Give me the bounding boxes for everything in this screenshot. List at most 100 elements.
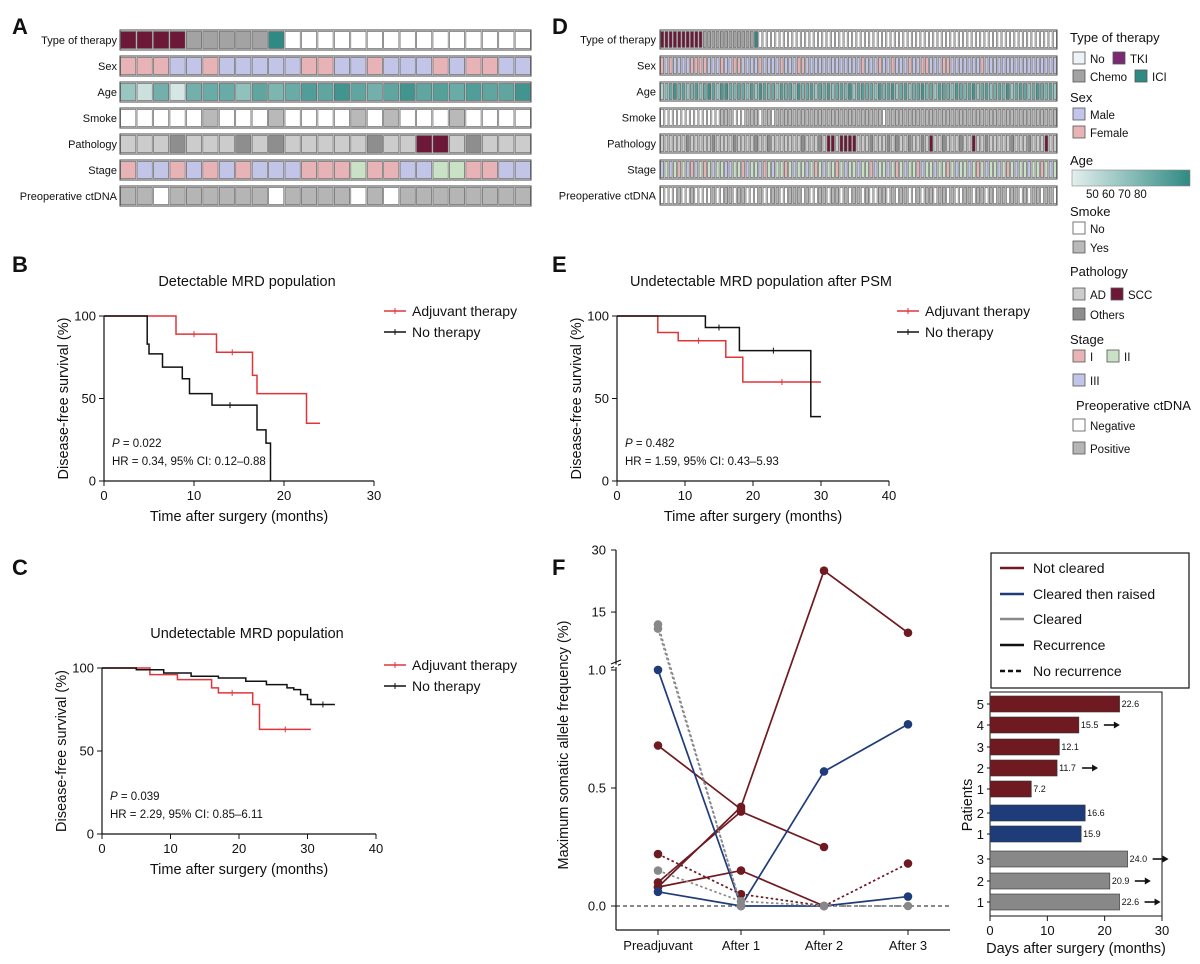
heatmap-d-cell <box>771 57 776 74</box>
km-y-tick-label: 100 <box>72 661 94 676</box>
heatmap-d-cell <box>954 83 959 100</box>
legend-stage-ii: II <box>1124 352 1130 364</box>
heatmap-d-cell <box>959 57 963 74</box>
heatmap-d-cell <box>677 31 682 48</box>
heatmap-d-cell <box>698 161 703 178</box>
heatmap-d-cell <box>843 83 848 100</box>
heatmap-d-cell <box>809 135 814 152</box>
f-y-tick-label: 30 <box>592 543 606 558</box>
heatmap-d-cell <box>916 31 921 48</box>
heatmap-d-cell <box>963 109 968 126</box>
heatmap-d-cell <box>762 31 767 48</box>
heatmap-d-cell <box>801 161 805 178</box>
heatmap-d-cell <box>843 31 848 48</box>
heatmap-d-cell <box>941 135 946 152</box>
heatmap-d-cell <box>720 109 724 126</box>
heatmap-d-cell <box>860 83 865 100</box>
heatmap-d-cell <box>1001 135 1006 152</box>
heatmap-a-cell <box>301 109 318 127</box>
heatmap-d-cell <box>988 83 993 100</box>
heatmap-d-cell <box>1010 161 1015 178</box>
heatmap-d-cell <box>771 31 776 48</box>
heatmap-d-cell <box>728 109 733 126</box>
heatmap-d-cell <box>698 187 703 204</box>
heatmap-d-cell <box>801 187 805 204</box>
heatmap-d-cell <box>1044 109 1049 126</box>
heatmap-d-cell <box>818 109 822 126</box>
heatmap-d-cell <box>788 187 793 204</box>
heatmap-d-cell <box>1010 135 1015 152</box>
heatmap-d-cell <box>1048 187 1053 204</box>
heatmap-a-cell <box>432 135 449 153</box>
heatmap-a-cell <box>481 187 498 205</box>
heatmap-d-cell <box>801 109 805 126</box>
heatmap-d-cell <box>963 83 968 100</box>
km-legend-no-therapy: No therapy <box>412 324 480 340</box>
heatmap-d-cell <box>749 161 754 178</box>
heatmap-d-cell <box>741 109 746 126</box>
heatmap-d-cell <box>933 31 938 48</box>
heatmap-d-cell <box>843 57 848 74</box>
legend-therapy-ici: ICI <box>1152 72 1167 84</box>
heatmap-d-cell <box>1048 57 1053 74</box>
heatmap-d-cell <box>1014 161 1019 178</box>
heatmap-d-cell <box>937 187 942 204</box>
heatmap-d-cell <box>826 135 831 152</box>
heatmap-d-cell <box>707 109 711 126</box>
heatmap-a-cell <box>432 31 449 49</box>
heatmap-d-cell <box>720 135 724 152</box>
heatmap-d-cell <box>801 31 805 48</box>
heatmap-d-cell <box>1040 109 1044 126</box>
heatmap-a-cell <box>481 109 498 127</box>
heatmap-d-cell <box>835 31 840 48</box>
panel-letter-e: E <box>552 252 567 277</box>
heatmap-d-cell <box>1027 135 1032 152</box>
heatmap-d-cell <box>762 135 767 152</box>
heatmap-d-cell <box>818 31 822 48</box>
heatmap-a-cell <box>153 161 170 179</box>
patient-bar-value: 22.6 <box>1122 897 1140 907</box>
stage-ii-swatch <box>1106 349 1120 363</box>
heatmap-d-cell <box>715 135 720 152</box>
heatmap-d-cell <box>788 31 793 48</box>
heatmap-a-cell <box>317 57 334 75</box>
heatmap-a-cell <box>136 109 153 127</box>
heatmap-d-cell <box>826 83 831 100</box>
heatmap-d-cell <box>912 57 916 74</box>
heatmap-d-cell <box>792 109 797 126</box>
patient-bar <box>989 780 1032 798</box>
heatmap-d-cell <box>690 57 694 74</box>
heatmap-d-row-frame <box>659 55 1058 76</box>
heatmap-a-cell <box>449 161 465 179</box>
heatmap-a-cell <box>186 187 202 205</box>
heatmap-d-cell <box>1044 135 1049 152</box>
heatmap-d-cell <box>796 187 801 204</box>
bars-y-axis-title: Patients <box>960 779 976 831</box>
heatmap-d-cell <box>869 109 874 126</box>
heatmap-d-cell <box>950 187 955 204</box>
heatmap-d-cell <box>882 31 887 48</box>
heatmap-d-row-label: Age <box>636 87 656 99</box>
km-x-tick-label: 30 <box>367 488 381 503</box>
heatmap-a-row-label: Type of therapy <box>41 35 117 47</box>
heatmap-a-cell <box>120 57 137 75</box>
heatmap-d-cell <box>1010 31 1015 48</box>
f-x-tick-label: After 3 <box>889 938 927 953</box>
heatmap-d-cell <box>929 187 933 204</box>
heatmap-d-cell <box>762 57 767 74</box>
legend-stage-i: I <box>1090 352 1093 364</box>
heatmap-d-cell <box>805 161 810 178</box>
heatmap-d-cell <box>1027 161 1032 178</box>
heatmap-d-cell <box>903 57 908 74</box>
f-legend-cleared: Cleared <box>1033 611 1082 627</box>
heatmap-d-cell <box>724 83 729 100</box>
patient-bar <box>989 738 1060 756</box>
heatmap-d-cell <box>890 109 895 126</box>
heatmap-d-cell <box>822 83 827 100</box>
heatmap-a-cell <box>449 109 465 127</box>
heatmap-d-cell <box>1027 57 1032 74</box>
heatmap-d-cell <box>882 135 887 152</box>
heatmap-d-cell <box>732 83 737 100</box>
heatmap-d-cell <box>745 83 750 100</box>
km-x-axis-title: Time after surgery (months) <box>664 509 842 525</box>
